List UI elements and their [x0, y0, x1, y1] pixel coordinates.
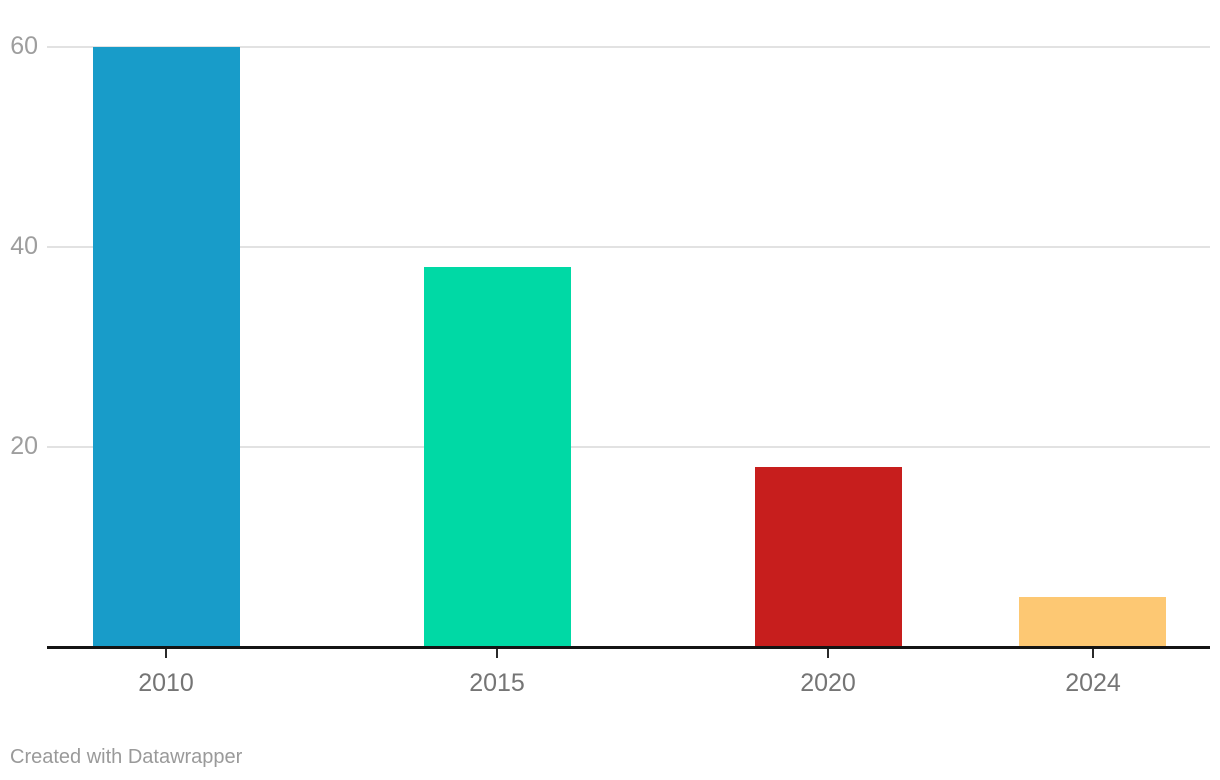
y-axis-tick-label-20: 20 — [10, 432, 38, 460]
x-axis-line — [47, 646, 1210, 649]
y-axis-tick-label-40: 40 — [10, 232, 38, 260]
x-axis-tick-label-2010: 2010 — [138, 669, 194, 697]
x-axis-tick-2020 — [827, 649, 829, 658]
x-axis-tick-label-2024: 2024 — [1065, 669, 1121, 697]
bar-2020 — [755, 467, 902, 647]
x-axis-tick-2015 — [496, 649, 498, 658]
bar-2024 — [1019, 597, 1166, 647]
x-axis-tick-label-2015: 2015 — [469, 669, 525, 697]
gridline-20 — [47, 446, 1210, 448]
gridline-40 — [47, 246, 1210, 248]
bar-2010 — [93, 47, 240, 647]
bar-2015 — [424, 267, 571, 647]
y-axis-tick-label-60: 60 — [10, 32, 38, 60]
gridline-60 — [47, 46, 1210, 48]
x-axis-tick-label-2020: 2020 — [800, 669, 856, 697]
datawrapper-credit-link[interactable]: Created with Datawrapper — [10, 746, 243, 768]
x-axis-tick-2010 — [165, 649, 167, 658]
x-axis-tick-2024 — [1092, 649, 1094, 658]
